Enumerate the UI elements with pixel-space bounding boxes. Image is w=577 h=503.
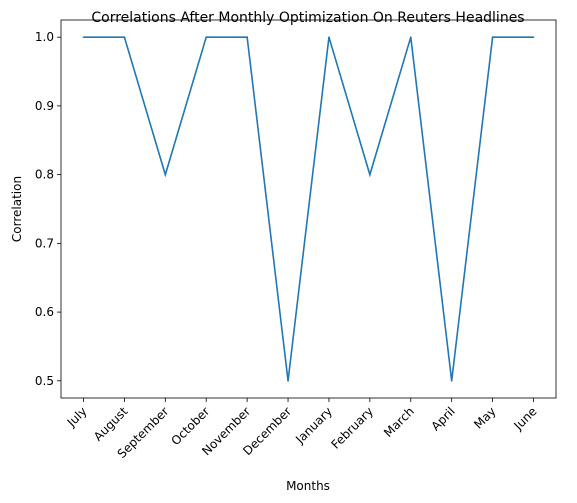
y-tick-label: 0.9 bbox=[35, 99, 54, 113]
y-tick-label: 0.8 bbox=[35, 168, 54, 182]
data-point bbox=[369, 173, 371, 176]
data-point bbox=[287, 380, 289, 382]
x-axis-ticks: July AugustSeptemberOctoberNovemberDecemb… bbox=[64, 398, 540, 461]
data-point bbox=[491, 36, 494, 38]
data-point bbox=[205, 36, 208, 38]
x-tick-label: July bbox=[64, 404, 90, 430]
x-tick-label: March bbox=[381, 404, 417, 440]
x-tick-label: April bbox=[429, 404, 458, 433]
series-group bbox=[82, 36, 535, 382]
x-tick-label: February bbox=[328, 404, 376, 452]
plot-frame bbox=[60, 19, 557, 399]
data-point bbox=[409, 36, 412, 38]
y-axis-label: Correlation bbox=[10, 176, 24, 242]
y-tick-label: 0.7 bbox=[35, 236, 54, 250]
y-axis-ticks: 0.5 0.6 0.7 0.8 0.9 1.0 bbox=[35, 30, 61, 388]
data-point bbox=[532, 36, 535, 38]
data-point bbox=[164, 173, 167, 176]
data-point bbox=[450, 380, 453, 382]
y-tick-label: 1.0 bbox=[35, 30, 54, 44]
data-point bbox=[246, 36, 248, 38]
x-tick-label: August bbox=[91, 404, 131, 444]
data-point bbox=[82, 36, 85, 38]
data-point bbox=[123, 36, 126, 38]
y-tick-label: 0.5 bbox=[35, 374, 54, 388]
data-point bbox=[328, 36, 330, 38]
y-tick-label: 0.6 bbox=[35, 305, 54, 319]
x-tick-label: May bbox=[471, 404, 498, 431]
chart-title: Correlations After Monthly Optimization … bbox=[91, 10, 524, 26]
x-axis-label: Months bbox=[286, 479, 330, 493]
x-tick-label: June bbox=[511, 404, 540, 433]
series-line bbox=[83, 36, 534, 381]
